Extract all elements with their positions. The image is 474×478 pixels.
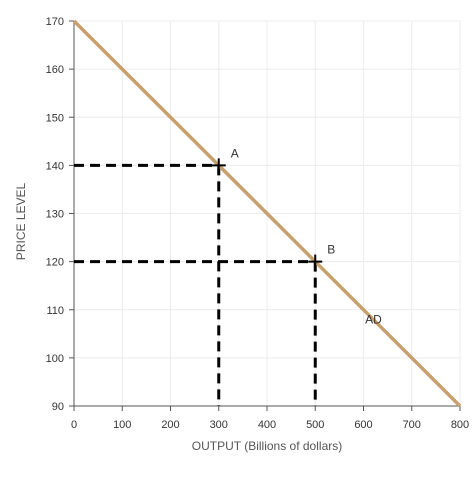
y-tick-label: 170 <box>46 16 64 28</box>
x-tick-label: 500 <box>306 419 324 431</box>
x-tick-label: 400 <box>258 419 276 431</box>
y-tick-label: 100 <box>46 353 64 365</box>
guide-lines <box>74 163 317 406</box>
ad-curve-label: AD <box>365 312 382 326</box>
point-marker <box>308 254 323 269</box>
point-label: B <box>327 243 335 257</box>
y-tick-label: 90 <box>52 401 64 413</box>
y-tick-label: 130 <box>46 209 64 221</box>
x-axis-title: OUTPUT (Billions of dollars) <box>192 439 342 453</box>
x-tick-label: 0 <box>71 419 77 431</box>
y-tick-label: 160 <box>46 64 64 76</box>
x-tick-label: 800 <box>451 419 469 431</box>
series: AD <box>72 19 462 408</box>
ad-curve <box>72 19 462 408</box>
y-tick-label: 120 <box>46 257 64 269</box>
x-tick-label: 300 <box>210 419 228 431</box>
ticks: 90 100 110 120 130 140 150 160 170 0 100 200 300 400 5… <box>46 16 470 431</box>
point-marker <box>211 158 226 173</box>
y-tick-label: 150 <box>46 112 64 124</box>
points: AB <box>211 146 335 269</box>
x-tick-label: 100 <box>113 419 131 431</box>
y-axis-title: PRICE LEVEL <box>14 182 28 260</box>
y-tick-label: 140 <box>46 160 64 172</box>
x-tick-label: 600 <box>354 419 372 431</box>
y-tick-label: 110 <box>46 305 64 317</box>
x-tick-label: 200 <box>161 419 179 431</box>
point-label: A <box>231 146 239 160</box>
x-tick-label: 700 <box>403 419 421 431</box>
